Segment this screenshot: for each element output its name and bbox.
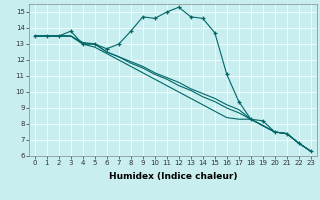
X-axis label: Humidex (Indice chaleur): Humidex (Indice chaleur)	[108, 172, 237, 181]
